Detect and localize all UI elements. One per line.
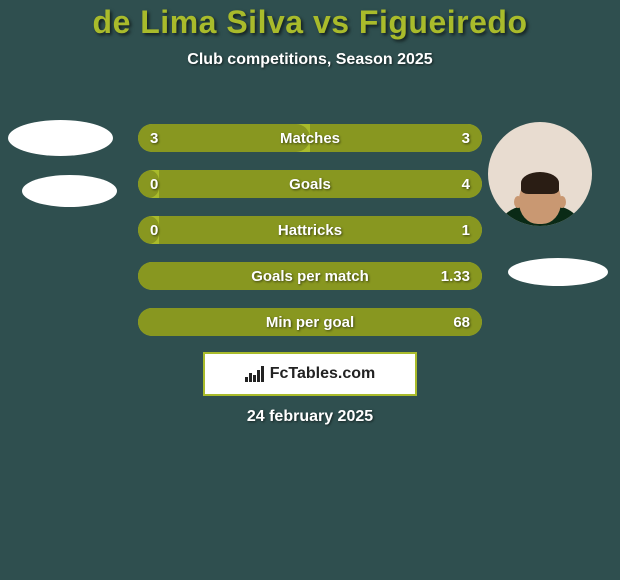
comparison-card: de Lima Silva vs Figueiredo Club competi… (0, 0, 620, 580)
row-goals: 0 Goals 4 (138, 170, 482, 198)
avatar-head (519, 176, 561, 224)
bar-chart-icon (245, 366, 264, 382)
row-fill-left (138, 170, 159, 198)
row-min-per-goal: Min per goal 68 (138, 308, 482, 336)
subtitle: Club competitions, Season 2025 (0, 51, 620, 69)
row-fill-left (138, 124, 310, 152)
row-matches: 3 Matches 3 (138, 124, 482, 152)
date-label: 24 february 2025 (0, 408, 620, 426)
avatar-hair (521, 172, 559, 194)
row-fill-left (138, 216, 159, 244)
avatar-ears (514, 196, 566, 208)
comparison-rows: 3 Matches 3 0 Goals 4 0 Hattricks 1 Goal… (138, 124, 482, 354)
left-player-placeholder-2 (22, 175, 117, 207)
left-player-placeholder-1 (8, 120, 113, 156)
row-goals-per-match: Goals per match 1.33 (138, 262, 482, 290)
right-player-avatar (488, 122, 592, 226)
row-fill-right (310, 124, 482, 152)
row-fill-right (159, 216, 482, 244)
page-title: de Lima Silva vs Figueiredo (0, 4, 620, 41)
row-fill-right (138, 262, 482, 290)
row-hattricks: 0 Hattricks 1 (138, 216, 482, 244)
row-fill-right (138, 308, 482, 336)
footer-attribution: FcTables.com (203, 352, 417, 396)
right-player-placeholder-2 (508, 258, 608, 286)
footer-label: FcTables.com (270, 365, 376, 383)
row-fill-right (159, 170, 482, 198)
